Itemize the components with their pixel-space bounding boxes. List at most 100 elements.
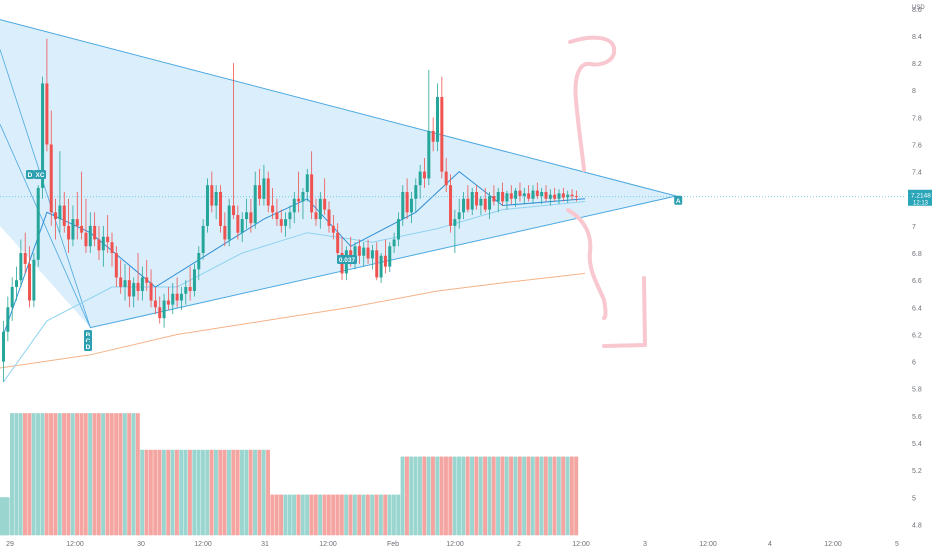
volume-bar [161, 449, 166, 536]
candle-body [162, 300, 166, 319]
candle [318, 191, 322, 229]
candle [245, 198, 249, 229]
volume-bar [179, 449, 184, 536]
label-a: A [674, 195, 683, 205]
candle-body [396, 219, 400, 240]
candle-body [88, 225, 92, 247]
candle [23, 232, 27, 274]
candle [305, 168, 309, 202]
candle-body [323, 198, 327, 210]
label-c-text: C [86, 338, 91, 345]
candle-body [436, 96, 439, 142]
candle-body [548, 194, 552, 199]
candle [531, 185, 535, 205]
candle-body [179, 293, 183, 301]
volume-bar [31, 413, 36, 536]
volume-bar [36, 413, 40, 536]
candle-body [449, 185, 453, 226]
candle [401, 185, 405, 226]
label-ratio-bg [337, 255, 357, 264]
candle [271, 187, 275, 220]
candle [570, 189, 574, 201]
volume-bar [487, 456, 492, 536]
volume-bar [539, 456, 544, 536]
candle [323, 178, 327, 216]
candle [470, 187, 474, 216]
current-price-value: 7.2148 [911, 192, 931, 199]
candle-body [97, 239, 101, 251]
volume-bar [309, 494, 314, 536]
price-tick-label: 7.4 [912, 170, 922, 177]
candle [158, 296, 162, 324]
candle [179, 286, 183, 311]
handwriting-layer [566, 35, 647, 348]
volume-bar [127, 413, 132, 536]
volume-bar [187, 449, 192, 536]
candle-body [479, 198, 483, 206]
candle [496, 187, 500, 213]
volume-bar [261, 449, 266, 536]
price-tick-label: 6.2 [912, 332, 922, 339]
volume-bar [231, 449, 236, 536]
volume-bar [548, 456, 553, 536]
candle-body [392, 239, 396, 247]
volume-bar [339, 494, 344, 536]
candle [561, 187, 565, 202]
candle [301, 187, 305, 220]
candle-body [41, 83, 45, 188]
candle-body [93, 225, 97, 240]
candle [258, 168, 262, 206]
candle [80, 171, 84, 240]
candle [331, 215, 335, 240]
candle-body [505, 193, 509, 202]
volume-bar [422, 456, 427, 536]
label-d-text: D [86, 344, 91, 351]
price-tick-label: 6.8 [912, 251, 922, 258]
volume-bar [66, 413, 71, 536]
volume-bar [439, 456, 444, 536]
volume-bar [470, 456, 474, 536]
volume-bar [391, 494, 396, 536]
candle-body [62, 205, 66, 226]
volume-bar [292, 494, 297, 536]
candle [314, 198, 318, 226]
volume-bar [331, 494, 336, 536]
candle-body [292, 198, 296, 213]
time-tick-label: 12:00 [699, 541, 717, 548]
candle-body [236, 215, 240, 233]
label-d-left-text: D [28, 172, 33, 179]
candle-body [557, 193, 561, 199]
candle-body [301, 191, 305, 202]
candle [153, 286, 157, 315]
volume-bar [88, 413, 93, 536]
candle-body [28, 263, 32, 301]
candle-body [232, 205, 236, 216]
candle [457, 198, 461, 229]
volume-bar [279, 494, 284, 536]
volume-bar [274, 494, 279, 536]
candle [197, 246, 201, 281]
candle [479, 196, 483, 216]
volume-bar [430, 456, 435, 536]
volume-bar [444, 456, 448, 536]
candle-body [201, 225, 205, 254]
candle [540, 187, 544, 205]
candle-body [431, 130, 435, 142]
candle-body [75, 219, 79, 226]
volume-bar [300, 494, 305, 536]
candle-body [214, 191, 218, 206]
volume-bar [148, 449, 153, 536]
volume-bar [404, 456, 409, 536]
time-tick-label: 12:00 [66, 541, 84, 548]
volume-bar [513, 456, 518, 536]
candle-body [145, 277, 149, 283]
candle-body [184, 286, 188, 294]
label-d-bg [84, 342, 92, 351]
candle-body [80, 225, 84, 233]
time-tick-label: 12:00 [446, 541, 464, 548]
candle [58, 151, 62, 233]
candle-body [219, 191, 222, 226]
candle-body [271, 205, 275, 213]
